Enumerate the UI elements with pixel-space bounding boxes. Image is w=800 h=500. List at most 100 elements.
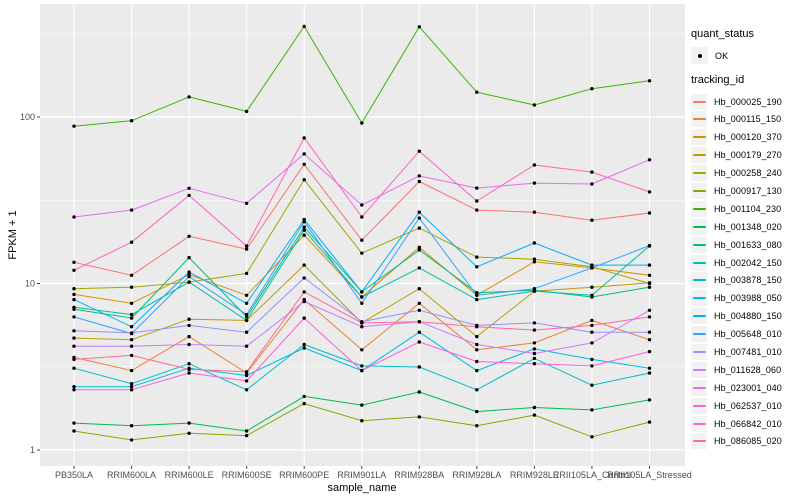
legend-key-box [691,272,707,289]
data-point [187,342,191,347]
legend-line-swatch [692,350,706,353]
data-point [417,320,421,324]
legend-key-box [691,254,707,271]
data-point [590,323,594,328]
data-point [475,368,479,373]
legend-item-Hb_001348_020: Hb_001348_020 [691,218,799,235]
data-point [532,413,537,417]
data-point [647,79,652,83]
data-point [302,401,306,406]
data-point [475,208,479,212]
data-point [360,121,364,125]
legend-key-box [691,218,707,235]
data-point [590,383,594,387]
data-point [532,351,537,356]
panel-background [40,4,685,466]
data-point [475,325,479,329]
data-point [590,182,594,186]
data-point [187,270,191,274]
data-point [360,419,364,423]
data-point [72,329,76,333]
data-point [417,210,421,214]
legend-key-box [691,129,707,146]
data-point [129,325,134,329]
data-point [417,390,421,394]
data-point [647,211,652,215]
data-point [302,162,306,166]
data-point [187,274,191,279]
data-point [647,371,652,375]
data-point [129,273,134,277]
data-point [417,226,421,230]
data-point [244,388,249,392]
data-point [187,255,191,260]
data-point [72,124,76,128]
data-point [302,263,306,267]
data-point [532,289,537,293]
data-point [360,290,364,294]
legend-title-quant-status: quant_status [691,28,754,40]
legend-item-Hb_023001_040: Hb_023001_040 [691,379,799,396]
legend-item-Hb_005648_010: Hb_005648_010 [691,326,799,343]
legend-line-swatch [692,118,706,121]
legend-line-swatch [692,261,706,264]
data-point [360,348,364,352]
legend-title-tracking-id: tracking_id [691,74,745,86]
legend-line-swatch [692,279,706,282]
y-axis-title: FPKM + 1 [7,210,19,260]
data-point [647,308,652,312]
data-point [244,373,249,378]
legend-item-label: Hb_007481_010 [714,346,782,357]
data-point [532,163,537,167]
data-point [647,420,652,424]
x-tick-label: RRIM928BA [394,470,444,480]
data-point [187,186,191,190]
data-point [590,435,594,439]
legend-key-box [691,290,707,307]
data-point [475,424,479,428]
data-point [129,301,134,305]
data-point [72,344,76,348]
legend-item-Hb_001633_080: Hb_001633_080 [691,236,799,253]
data-point [590,318,594,323]
legend-item-Hb_011628_060: Hb_011628_060 [691,361,799,378]
data-point [475,265,479,269]
data-point [72,260,76,264]
data-point [302,136,306,140]
data-point [129,338,134,342]
data-point [417,179,421,184]
legend: quant_status OK tracking_id Hb_000025_19… [691,28,799,451]
legend-item-Hb_000179_270: Hb_000179_270 [691,147,799,164]
data-point [417,149,421,153]
legend-item-label: OK [715,50,729,61]
legend-item-Hb_000258_240: Hb_000258_240 [691,165,799,182]
data-point [244,312,249,317]
data-point [647,398,652,402]
legend-line-swatch [692,315,706,318]
legend-line-swatch [692,207,706,210]
data-point [129,331,134,335]
legend-line-swatch [692,225,706,228]
data-point [417,174,421,178]
data-point [532,341,537,345]
legend-key-box [691,308,707,325]
data-point [187,323,191,328]
data-point [475,334,479,339]
data-point [302,299,306,304]
legend-key-box [691,326,707,343]
legend-key-box [691,415,707,432]
data-point [244,201,249,205]
legend-line-swatch [692,136,706,139]
legend-key-box [691,379,707,396]
data-point [129,388,134,392]
data-point [475,199,479,203]
data-point [72,268,76,272]
x-tick-label: RRIM600SE [222,470,272,480]
data-point [187,317,191,321]
legend-item-label: Hb_005648_010 [714,329,782,340]
data-point [647,338,652,342]
y-tick-label: 100 [20,112,35,122]
legend-item-label: Hb_011628_060 [714,364,782,375]
data-point [360,251,364,255]
legend-key-box [691,236,707,253]
